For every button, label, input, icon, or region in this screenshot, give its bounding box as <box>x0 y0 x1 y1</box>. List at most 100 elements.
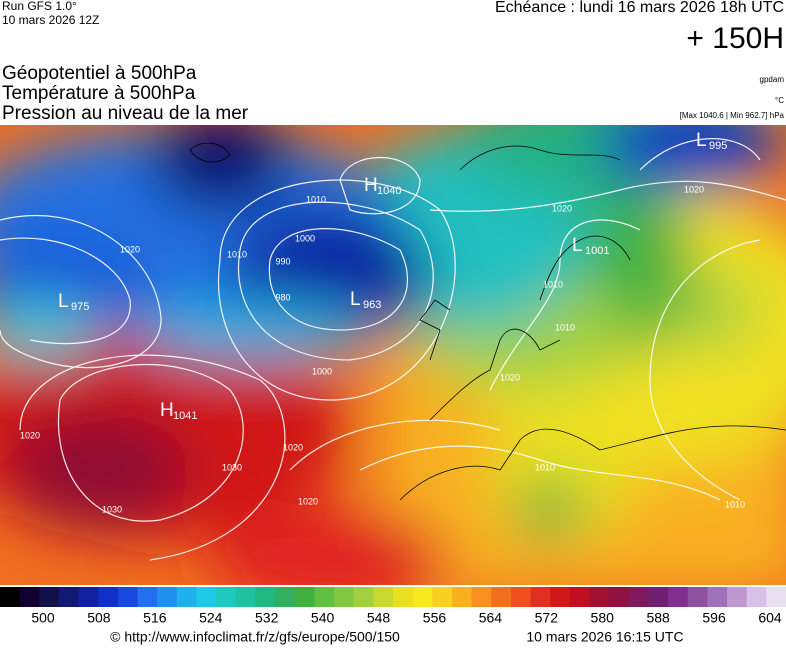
colorbar-swatch <box>275 587 296 607</box>
colorbar-swatch <box>491 587 512 607</box>
unit: gpdam <box>760 75 785 84</box>
valid-time: Echéance : lundi 16 mars 2026 18h UTC <box>495 0 784 16</box>
center-value: 1001 <box>585 245 609 257</box>
colorbar-swatch <box>216 587 237 607</box>
colorbar-swatch <box>393 587 414 607</box>
colorbar-swatch <box>373 587 394 607</box>
center-value: 1040 <box>377 185 401 197</box>
footer-url: © http://www.infoclimat.fr/z/gfs/europe/… <box>110 629 400 645</box>
colorbar-swatch <box>471 587 492 607</box>
isobar-label: 1030 <box>102 504 122 514</box>
colorbar-swatch <box>550 587 571 607</box>
colorbar-swatch <box>412 587 433 607</box>
center-type: L <box>58 291 69 312</box>
colorbar-label: 532 <box>255 610 279 626</box>
isobar-label: 1010 <box>725 499 745 509</box>
colorbar-swatch <box>510 587 532 607</box>
isobar-label: 1020 <box>552 203 572 213</box>
center-type: L <box>696 130 707 151</box>
center-type: H <box>364 175 378 196</box>
colorbar-swatch <box>117 587 139 607</box>
colorbar-label: 548 <box>367 610 391 626</box>
colorbar-swatch <box>235 587 256 607</box>
colorbar-swatch <box>58 587 80 607</box>
colorbar-swatch <box>707 587 728 607</box>
colorbar-swatch <box>609 587 630 607</box>
colorbar-swatch <box>137 587 158 607</box>
colorbar-swatch <box>628 587 649 607</box>
colorbar-swatch <box>334 587 355 607</box>
isobar-label: 1020 <box>684 184 704 194</box>
colorbar-label: 556 <box>423 610 447 626</box>
center-type: H <box>160 400 174 421</box>
run: Run GFS 1.0° <box>2 0 77 13</box>
colorbar-swatch <box>39 587 60 607</box>
colorbar-swatch <box>19 587 40 607</box>
colorbar-swatch <box>746 587 767 607</box>
legend-line: Température à 500hPa <box>2 83 196 104</box>
center-type: L <box>350 289 361 310</box>
isobar-label: 1020 <box>120 244 140 254</box>
isobar-label: 1020 <box>283 442 303 452</box>
colorbar-swatch <box>294 587 315 607</box>
isobar-label: 1010 <box>227 249 247 259</box>
colorbar <box>0 587 786 607</box>
colorbar-swatch <box>353 587 374 607</box>
colorbar-swatch <box>687 587 708 607</box>
colorbar-swatch <box>727 587 748 607</box>
colorbar-swatch <box>530 587 551 607</box>
center-value: 995 <box>709 140 727 152</box>
colorbar-swatch <box>589 587 610 607</box>
footer-issued: 10 mars 2026 16:15 UTC <box>526 629 683 645</box>
colorbar-swatch <box>255 587 276 607</box>
isobar-label: 1010 <box>535 462 555 472</box>
isobar-label: 1020 <box>298 496 318 506</box>
colorbar-label: 500 <box>31 610 55 626</box>
isobar-label: 1020 <box>20 430 40 440</box>
unit: °C <box>775 96 784 105</box>
legend-line: Géopotentiel à 500hPa <box>2 63 197 84</box>
colorbar-label: 588 <box>646 610 670 626</box>
colorbar-swatch <box>157 587 178 607</box>
isobar-label: 1010 <box>555 322 575 332</box>
colorbar-label: 564 <box>479 610 503 626</box>
colorbar-swatch <box>98 587 119 607</box>
isobar-label: 1010 <box>543 279 563 289</box>
colorbar-swatch <box>432 587 453 607</box>
center-value: 1041 <box>173 410 197 422</box>
isobar-label: 980 <box>275 292 290 302</box>
colorbar-swatch <box>176 587 197 607</box>
colorbar-label: 572 <box>535 610 559 626</box>
isobar-label: 1010 <box>306 194 326 204</box>
colorbar-swatch <box>451 587 473 607</box>
colorbar-swatch <box>196 587 217 607</box>
colorbar-swatch <box>648 587 669 607</box>
isobar-label: 1020 <box>500 372 520 382</box>
colorbar-swatch <box>314 587 335 607</box>
center-value: 975 <box>71 301 89 313</box>
run-date: 10 mars 2026 12Z <box>2 13 99 27</box>
lead-time: + 150H <box>686 22 784 55</box>
colorbar-swatch <box>569 587 590 607</box>
map <box>0 125 786 585</box>
colorbar-swatch <box>78 587 99 607</box>
isobar-label: 1000 <box>295 233 315 243</box>
center-value: 963 <box>363 299 381 311</box>
legend-line: Pression au niveau de la mer <box>2 103 249 124</box>
colorbar-swatch <box>0 587 21 607</box>
unit: [Max 1040.6 | Min 962.7] hPa <box>680 111 785 120</box>
isobar-label: 990 <box>275 256 290 266</box>
isobar-label: 1030 <box>222 462 242 472</box>
colorbar-label: 540 <box>311 610 335 626</box>
colorbar-label: 516 <box>143 610 167 626</box>
colorbar-swatch <box>766 587 786 607</box>
colorbar-label: 604 <box>758 610 782 626</box>
colorbar-label: 508 <box>87 610 111 626</box>
colorbar-label: 524 <box>199 610 223 626</box>
center-type: L <box>572 235 583 256</box>
isobar-label: 1000 <box>312 366 332 376</box>
colorbar-label: 580 <box>591 610 615 626</box>
colorbar-swatch <box>668 587 689 607</box>
colorbar-label: 596 <box>702 610 726 626</box>
